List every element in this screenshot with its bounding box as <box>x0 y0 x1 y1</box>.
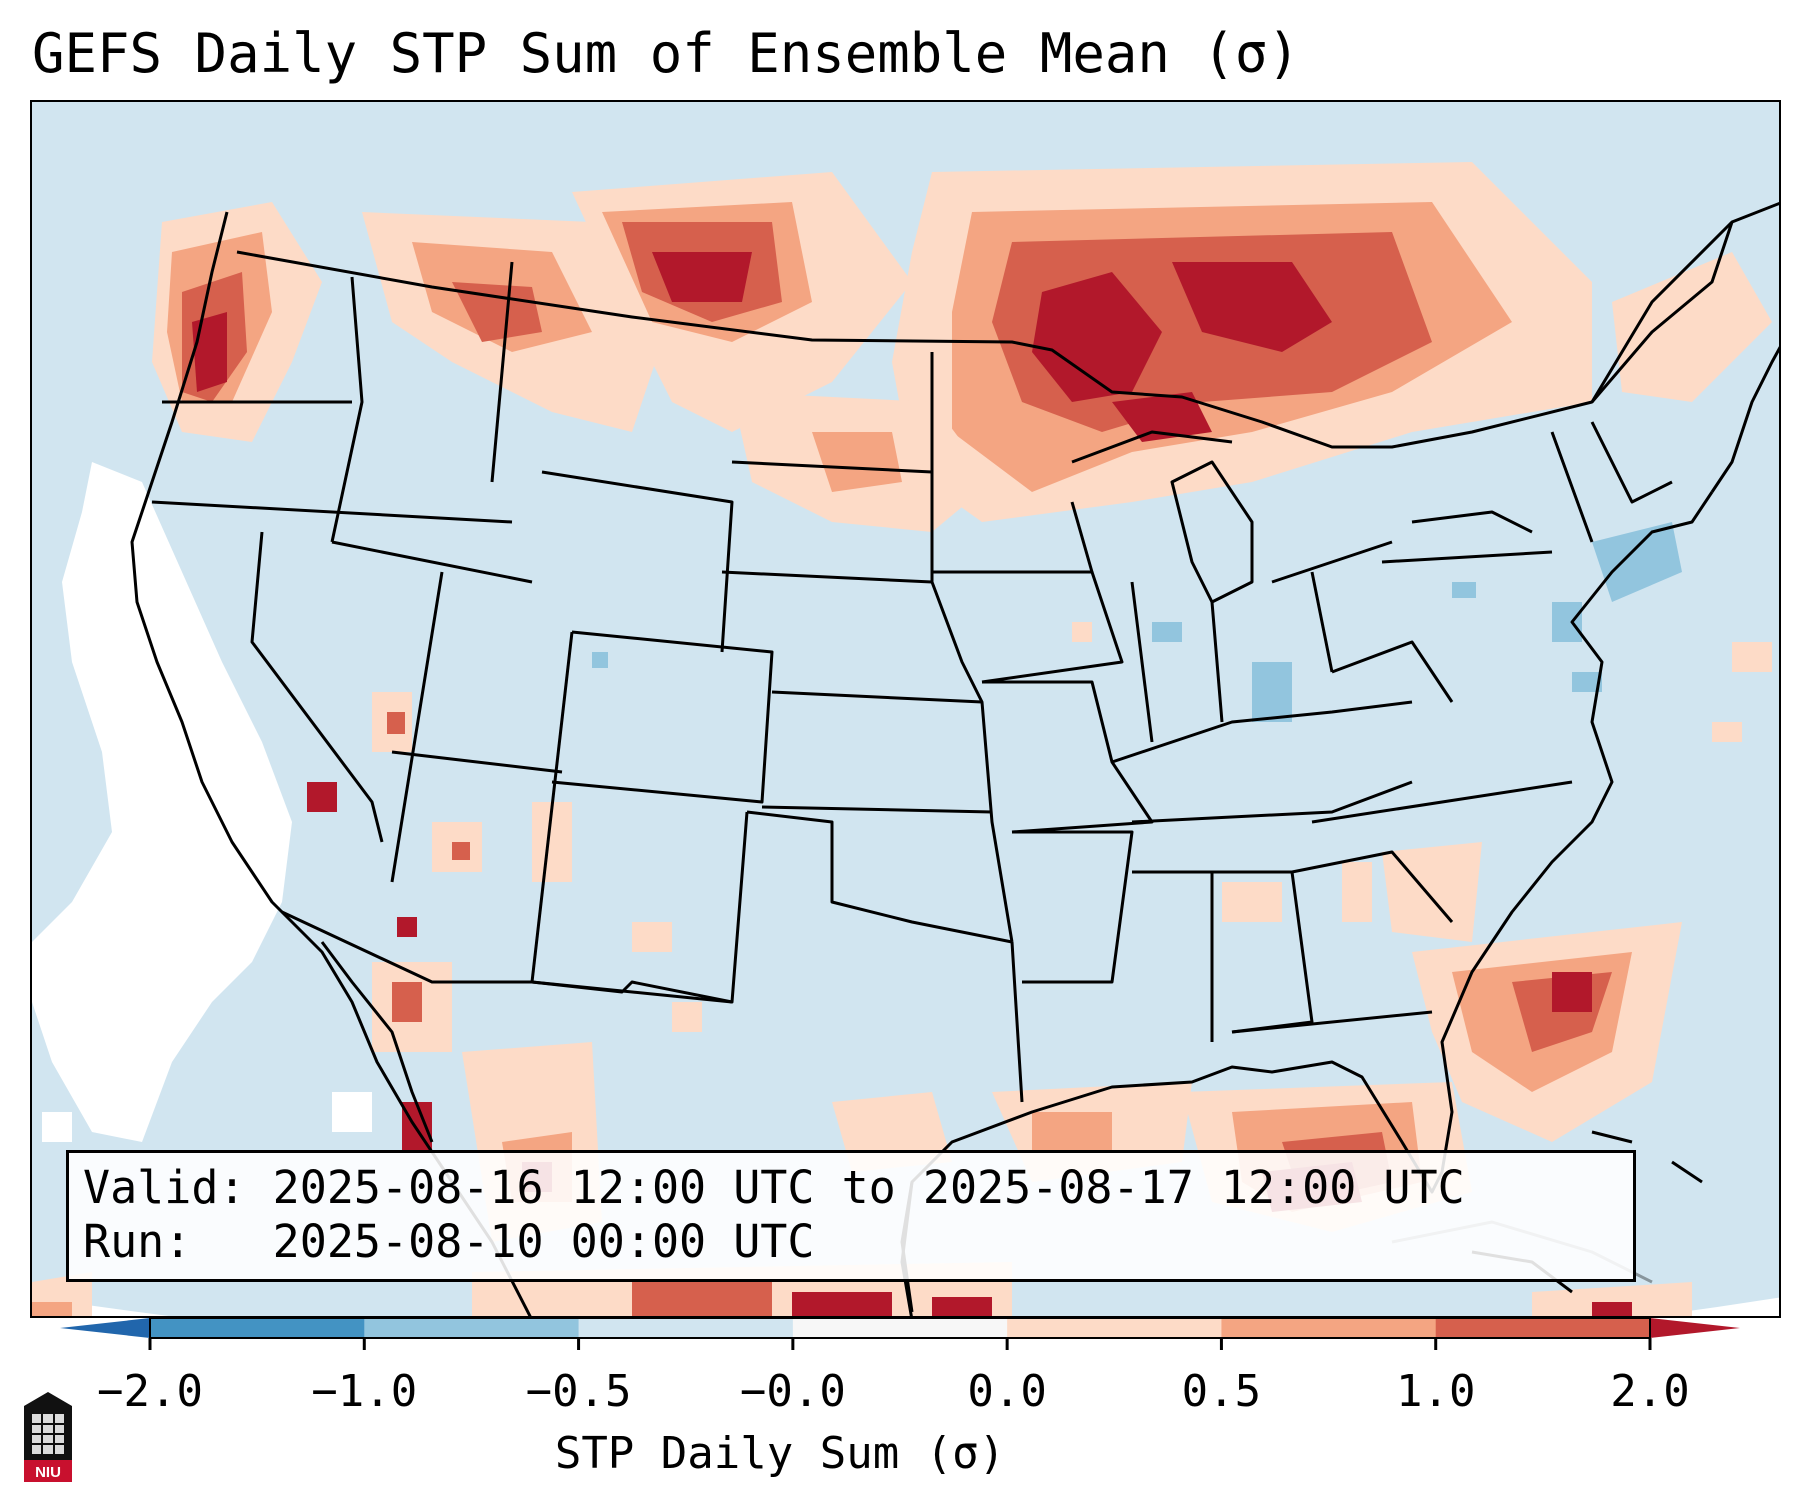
run-time-text: Run: 2025-08-10 00:00 UTC <box>83 1215 815 1268</box>
great-lakes-ontario <box>1411 510 1533 534</box>
map-panel <box>30 100 1781 1318</box>
ky-line <box>1111 700 1413 764</box>
validity-info-box: Valid: 2025-08-16 12:00 UTC to 2025-08-1… <box>66 1150 1636 1282</box>
colorbar-label: STP Daily Sum (σ) <box>554 1428 1006 1479</box>
wi-line <box>1070 501 1094 573</box>
or-ca-nv-line <box>151 500 513 524</box>
colorbar-tick-label: −2.0 <box>97 1366 203 1417</box>
vt-nh-me <box>1590 421 1673 504</box>
in-oh-line <box>1210 601 1224 723</box>
colorbar-extend-low <box>60 1318 150 1338</box>
il-in-line <box>1130 581 1154 743</box>
ok-tx-line <box>746 810 1013 944</box>
colorbar-bin <box>792 1318 1008 1338</box>
colorbar-tick-label: 0.5 <box>1181 1366 1262 1417</box>
id-line <box>330 276 364 543</box>
colorbar-bin <box>150 1318 365 1338</box>
mt-line <box>490 261 514 483</box>
near-zero-field <box>32 462 372 1142</box>
map-canvas <box>32 102 1779 1316</box>
ny-new-england <box>1550 431 1594 543</box>
colorbar-tick-label: 2.0 <box>1610 1366 1690 1417</box>
oh-pa-line <box>1310 571 1334 673</box>
chart-title: GEFS Daily STP Sum of Ensemble Mean (σ) <box>32 22 1300 85</box>
colorbar-tick-label: −1.0 <box>311 1366 418 1417</box>
canada-east-coast <box>1590 221 1734 403</box>
co-line <box>551 630 774 804</box>
ca-nv-line <box>250 531 384 843</box>
valid-time-text: Valid: 2025-08-16 12:00 UTC to 2025-08-1… <box>83 1161 1465 1214</box>
niu-logo: NIU <box>24 1392 72 1482</box>
gulf-coastline <box>900 491 1714 1313</box>
colorbar-bin <box>1435 1318 1651 1338</box>
west-coastline <box>130 211 532 1316</box>
boundaries <box>130 201 1779 1316</box>
colorbar-tick-label: 0.0 <box>967 1366 1047 1417</box>
az-mexico-border <box>281 910 733 1004</box>
sd-ne-line <box>721 570 933 584</box>
pa-ny-line <box>1381 550 1553 564</box>
colorbar-bin <box>364 1318 580 1338</box>
great-lakes-erie <box>1271 540 1393 584</box>
tn-line <box>1131 780 1413 824</box>
va-wv-line <box>1331 640 1454 703</box>
colorbar-tick-label: 1.0 <box>1395 1366 1476 1417</box>
ut-co-line <box>530 631 574 983</box>
mi-upper <box>1071 430 1233 464</box>
ia-line <box>932 570 1124 684</box>
colorbar-tick-label: −0.5 <box>525 1366 632 1417</box>
ga-fl-line <box>1231 1010 1433 1034</box>
colorbar-bin <box>1221 1318 1437 1338</box>
baja-peninsula <box>320 941 434 1143</box>
ne-ks-line <box>771 690 983 704</box>
colorbar-bin <box>578 1318 794 1338</box>
wy-line <box>541 470 734 653</box>
colorbar-extend-high <box>1650 1318 1740 1338</box>
ut-az-line <box>391 750 563 774</box>
ks-ok-line <box>761 805 993 814</box>
nc-line <box>1311 780 1573 824</box>
colorbar-bin <box>1007 1318 1222 1338</box>
ar-line <box>1012 830 1134 984</box>
mt-wy-line <box>331 540 533 584</box>
mi-peninsula <box>1170 460 1254 604</box>
nv-ut-line <box>390 571 444 883</box>
colorbar-tick-label: −0.0 <box>739 1366 846 1417</box>
ga-sc-line <box>1291 850 1454 923</box>
niu-logo-text: NIU <box>35 1464 61 1481</box>
colorbar <box>60 1318 1740 1350</box>
dakotas-mn-line <box>930 352 1014 943</box>
bahamas <box>1591 1130 1703 1184</box>
us-canada-border <box>236 201 1779 449</box>
nd-sd-line <box>731 460 933 474</box>
tx-la-line <box>1010 941 1024 1103</box>
negative-anomaly-field <box>592 522 1682 722</box>
